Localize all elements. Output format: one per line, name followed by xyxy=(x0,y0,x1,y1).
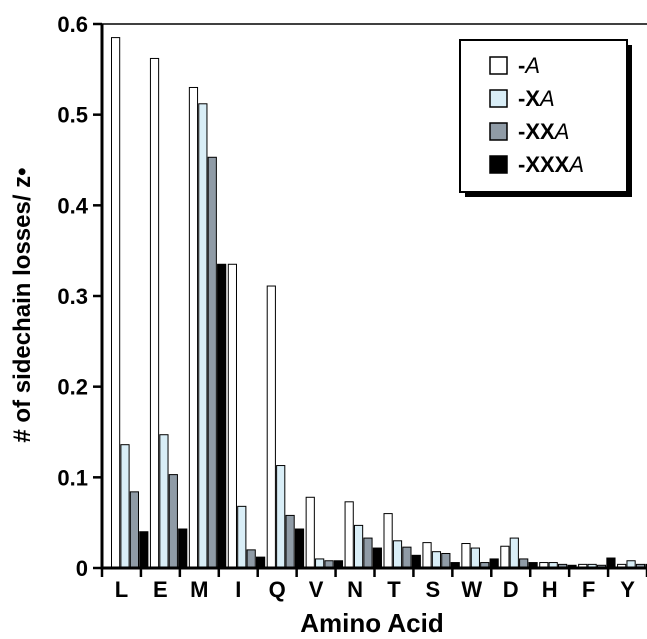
bar-I-series-4 xyxy=(255,556,266,569)
x-tick-label-Y: Y xyxy=(620,577,635,602)
bar-M-series-3 xyxy=(207,156,217,569)
legend-swatch-1 xyxy=(489,56,508,75)
legend-box xyxy=(459,39,628,193)
bar-E-series-3 xyxy=(168,474,178,569)
legend-label-3: -XXA xyxy=(518,119,569,144)
x-tick-label-S: S xyxy=(426,577,441,602)
bar-Q-series-2 xyxy=(276,465,286,569)
bar-D-series-2 xyxy=(509,537,519,569)
bar-N-series-2 xyxy=(353,524,364,569)
bar-E-series-2 xyxy=(159,434,169,569)
bar-T-series-2 xyxy=(392,540,403,569)
bar-I-series-3 xyxy=(246,549,256,569)
y-tick-label: 0.6 xyxy=(57,12,88,37)
legend-swatch-4 xyxy=(489,155,508,174)
x-tick-label-I: I xyxy=(235,577,241,602)
x-tick-label-E: E xyxy=(153,577,168,602)
bar-L-series-1 xyxy=(111,37,121,569)
x-tick-label-Q: Q xyxy=(269,577,286,602)
bar-W-series-1 xyxy=(461,543,471,569)
y-axis-ticks: 0 0.1 0.2 0.3 0.4 0.5 0.6 xyxy=(57,12,102,581)
bar-Q-series-4 xyxy=(294,528,305,569)
bar-S-series-1 xyxy=(422,542,432,569)
bar-E-series-4 xyxy=(178,528,188,569)
bar-T-series-3 xyxy=(402,546,412,569)
x-tick-label-H: H xyxy=(542,577,558,602)
legend-swatch-2 xyxy=(489,89,508,108)
x-tick-label-W: W xyxy=(461,577,482,602)
y-tick-label: 0.3 xyxy=(57,284,88,309)
legend-label-2: -XA xyxy=(518,86,555,111)
x-tick-label-M: M xyxy=(190,577,208,602)
y-tick-label: 0.4 xyxy=(57,193,88,218)
plot-area xyxy=(111,37,647,569)
x-tick-label-L: L xyxy=(115,577,128,602)
bar-S-series-2 xyxy=(431,551,442,569)
y-tick-label: 0.5 xyxy=(57,103,88,128)
bar-N-series-4 xyxy=(372,547,382,569)
bar-M-series-1 xyxy=(188,86,199,569)
x-tick-label-V: V xyxy=(309,577,324,602)
y-tick-label: 0.1 xyxy=(57,465,88,490)
bar-N-series-3 xyxy=(363,537,373,569)
bar-T-series-4 xyxy=(411,554,421,569)
bar-L-series-4 xyxy=(139,531,149,569)
bar-M-series-4 xyxy=(217,263,227,569)
y-tick-label: 0.2 xyxy=(57,375,88,400)
legend-label-4: -XXXA xyxy=(518,152,584,177)
bar-Y-series-4 xyxy=(645,563,647,569)
bar-Q-series-1 xyxy=(266,285,276,569)
bar-V-series-1 xyxy=(305,496,315,569)
bar-I-series-2 xyxy=(237,505,247,569)
legend-swatch-3 xyxy=(489,122,508,141)
bar-T-series-1 xyxy=(383,513,393,569)
bar-Q-series-3 xyxy=(285,514,295,569)
legend: -A -XA -XXA -XXXA xyxy=(459,39,632,197)
x-axis-label: Amino Acid xyxy=(300,608,443,638)
bar-N-series-1 xyxy=(344,501,354,569)
bar-D-series-1 xyxy=(500,545,510,569)
y-axis-label: # of sidechain losses/ z• xyxy=(9,167,36,442)
x-tick-label-N: N xyxy=(347,577,363,602)
bar-W-series-2 xyxy=(470,547,480,569)
x-tick-label-D: D xyxy=(503,577,519,602)
bar-S-series-3 xyxy=(441,552,451,569)
x-tick-label-T: T xyxy=(387,577,401,602)
bar-E-series-1 xyxy=(149,57,160,569)
bar-L-series-2 xyxy=(120,444,130,569)
bar-M-series-2 xyxy=(198,103,208,569)
y-tick-label: 0 xyxy=(76,556,88,581)
bar-I-series-1 xyxy=(227,263,237,569)
bar-L-series-3 xyxy=(129,491,140,569)
x-tick-label-F: F xyxy=(582,577,595,602)
legend-label-1: -A xyxy=(518,53,540,78)
